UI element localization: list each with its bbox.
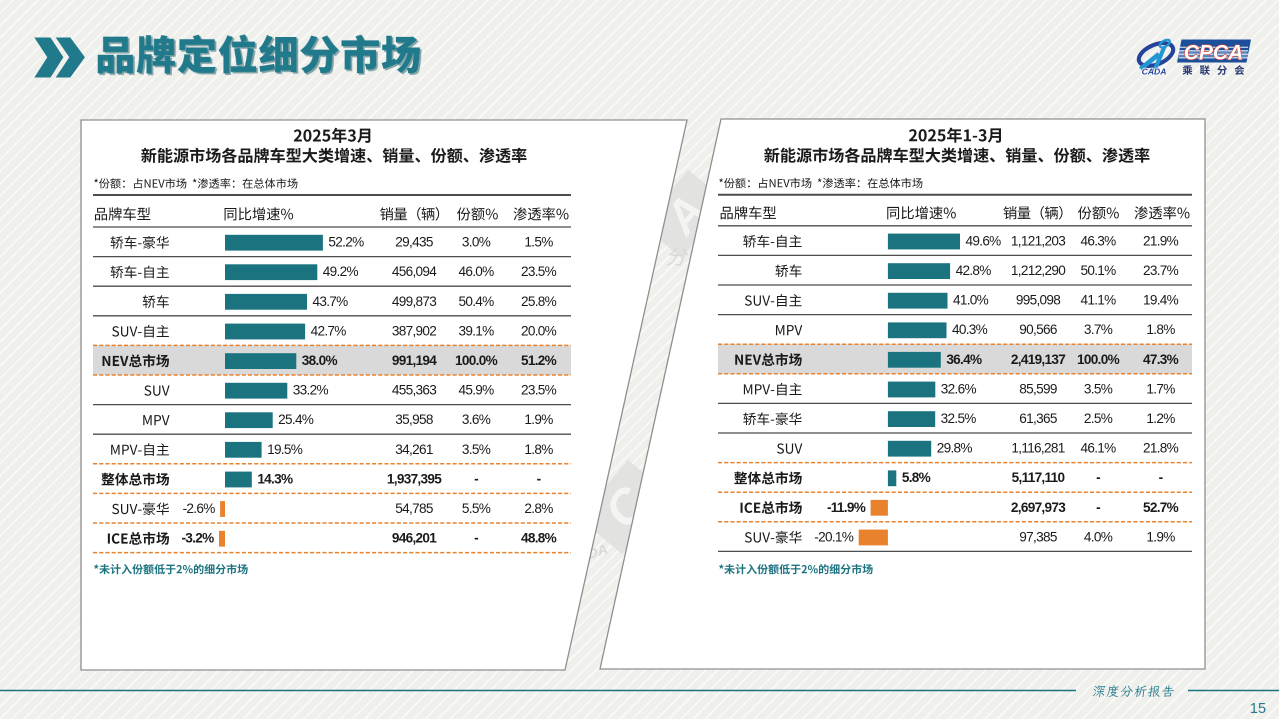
- svg-text:52.2%: 52.2%: [328, 235, 364, 250]
- svg-text:-: -: [537, 471, 541, 486]
- svg-text:19.5%: 19.5%: [267, 442, 303, 457]
- svg-text:455,363: 455,363: [392, 383, 436, 398]
- svg-text:2.5%: 2.5%: [1084, 411, 1113, 426]
- svg-text:52.7%: 52.7%: [1143, 500, 1179, 515]
- svg-text:36.4%: 36.4%: [946, 352, 982, 367]
- svg-text:5,117,110: 5,117,110: [1012, 470, 1065, 485]
- svg-text:-: -: [1096, 470, 1100, 485]
- svg-text:3.5%: 3.5%: [462, 442, 491, 457]
- svg-text:5.8%: 5.8%: [902, 470, 931, 485]
- svg-text:90,566: 90,566: [1019, 322, 1057, 337]
- svg-text:42.7%: 42.7%: [311, 323, 347, 338]
- svg-text:97,385: 97,385: [1019, 529, 1057, 544]
- svg-text:45.9%: 45.9%: [458, 383, 494, 398]
- svg-text:32.6%: 32.6%: [941, 381, 977, 396]
- svg-text:-2.6%: -2.6%: [183, 501, 216, 516]
- svg-text:3.7%: 3.7%: [1084, 322, 1113, 337]
- svg-text:15: 15: [1250, 701, 1266, 717]
- svg-text:387,902: 387,902: [392, 323, 436, 338]
- svg-text:35,958: 35,958: [395, 412, 433, 427]
- svg-text:1.7%: 1.7%: [1146, 381, 1175, 396]
- svg-text:1,121,203: 1,121,203: [1011, 233, 1065, 248]
- svg-text:41.1%: 41.1%: [1080, 293, 1116, 308]
- svg-text:1,212,290: 1,212,290: [1011, 263, 1066, 278]
- svg-text:1.9%: 1.9%: [1146, 529, 1175, 544]
- svg-text:29,435: 29,435: [395, 235, 433, 250]
- svg-text:2,419,137: 2,419,137: [1011, 352, 1065, 367]
- svg-text:40.3%: 40.3%: [952, 322, 988, 337]
- svg-text:1.5%: 1.5%: [524, 235, 553, 250]
- svg-text:-20.1%: -20.1%: [814, 529, 853, 544]
- svg-text:46.0%: 46.0%: [458, 264, 494, 279]
- svg-text:1,937,395: 1,937,395: [387, 471, 442, 486]
- svg-text:47.3%: 47.3%: [1143, 352, 1179, 367]
- svg-text:42.8%: 42.8%: [956, 263, 992, 278]
- svg-text:-: -: [474, 471, 478, 486]
- svg-text:49.2%: 49.2%: [323, 264, 359, 279]
- svg-text:2.8%: 2.8%: [524, 501, 553, 516]
- svg-text:1.8%: 1.8%: [1146, 322, 1175, 337]
- svg-text:1.8%: 1.8%: [524, 442, 553, 457]
- svg-text:23.7%: 23.7%: [1143, 263, 1179, 278]
- svg-text:CPCA: CPCA: [1184, 41, 1244, 64]
- svg-text:-: -: [1159, 470, 1163, 485]
- svg-text:19.4%: 19.4%: [1143, 293, 1179, 308]
- svg-text:21.8%: 21.8%: [1143, 441, 1179, 456]
- svg-text:34,261: 34,261: [395, 442, 433, 457]
- svg-text:46.3%: 46.3%: [1080, 233, 1116, 248]
- svg-text:39.1%: 39.1%: [458, 323, 494, 338]
- svg-text:100.0%: 100.0%: [1077, 352, 1120, 367]
- svg-text:1.2%: 1.2%: [1146, 411, 1175, 426]
- svg-text:1,116,281: 1,116,281: [1011, 441, 1064, 456]
- svg-text:1.9%: 1.9%: [524, 412, 553, 427]
- svg-text:43.7%: 43.7%: [312, 294, 348, 309]
- svg-text:-11.9%: -11.9%: [827, 500, 866, 515]
- svg-text:38.0%: 38.0%: [302, 353, 338, 368]
- svg-text:32.5%: 32.5%: [941, 411, 977, 426]
- svg-text:4.0%: 4.0%: [1084, 529, 1113, 544]
- svg-text:29.8%: 29.8%: [937, 441, 973, 456]
- svg-text:3.0%: 3.0%: [462, 235, 491, 250]
- svg-text:3.6%: 3.6%: [462, 412, 491, 427]
- svg-text:50.4%: 50.4%: [458, 294, 494, 309]
- svg-text:85,599: 85,599: [1019, 381, 1057, 396]
- svg-text:41.0%: 41.0%: [953, 293, 989, 308]
- svg-text:-: -: [1096, 500, 1100, 515]
- svg-text:23.5%: 23.5%: [521, 383, 557, 398]
- svg-text:995,098: 995,098: [1016, 293, 1060, 308]
- svg-text:23.5%: 23.5%: [521, 264, 557, 279]
- svg-text:50.1%: 50.1%: [1080, 263, 1116, 278]
- svg-text:100.0%: 100.0%: [455, 353, 498, 368]
- svg-text:946,201: 946,201: [392, 531, 437, 546]
- svg-text:2,697,973: 2,697,973: [1011, 500, 1066, 515]
- svg-text:49.6%: 49.6%: [966, 233, 1002, 248]
- svg-text:CADA: CADA: [1142, 67, 1167, 77]
- svg-text:3.5%: 3.5%: [1084, 381, 1113, 396]
- svg-text:21.9%: 21.9%: [1143, 233, 1179, 248]
- svg-text:33.2%: 33.2%: [293, 383, 329, 398]
- svg-text:46.1%: 46.1%: [1080, 441, 1116, 456]
- svg-text:51.2%: 51.2%: [521, 353, 557, 368]
- svg-text:-3.2%: -3.2%: [181, 531, 214, 546]
- svg-text:499,873: 499,873: [392, 294, 436, 309]
- svg-text:25.8%: 25.8%: [521, 294, 557, 309]
- svg-text:991,194: 991,194: [392, 353, 437, 368]
- svg-text:20.0%: 20.0%: [521, 323, 557, 338]
- svg-text:5.5%: 5.5%: [462, 501, 491, 516]
- svg-text:-: -: [474, 531, 478, 546]
- svg-text:61,365: 61,365: [1019, 411, 1057, 426]
- svg-text:456,094: 456,094: [392, 264, 437, 279]
- svg-text:48.8%: 48.8%: [521, 531, 557, 546]
- svg-text:14.3%: 14.3%: [257, 471, 293, 486]
- svg-text:54,785: 54,785: [395, 501, 433, 516]
- svg-text:25.4%: 25.4%: [278, 412, 314, 427]
